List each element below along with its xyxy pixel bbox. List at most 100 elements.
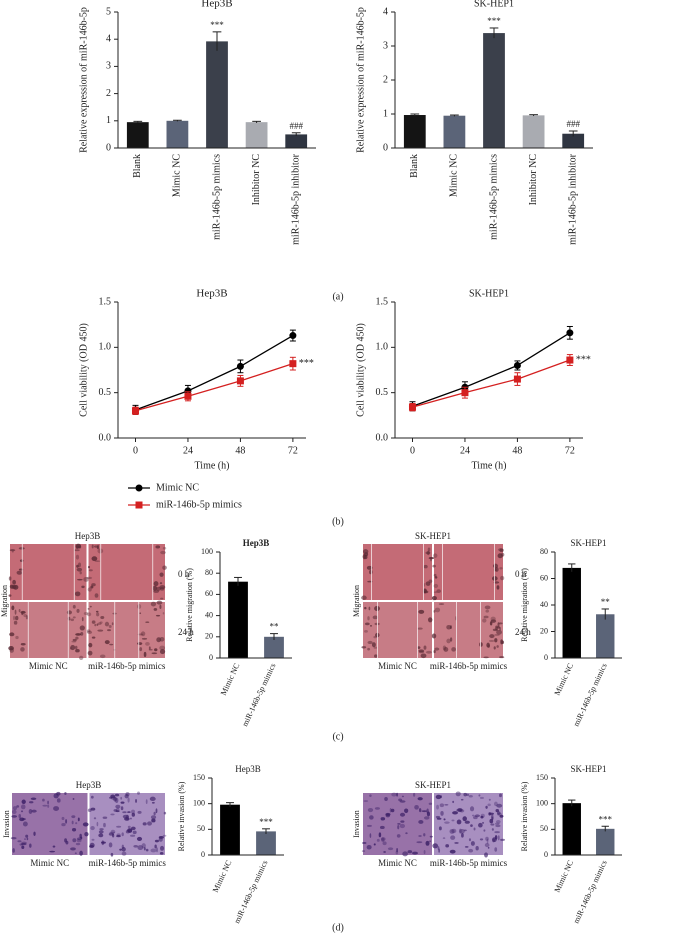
panel-label: (a) [332, 291, 343, 302]
cell [8, 576, 12, 581]
cell [42, 804, 48, 807]
y-axis-label: Cell viability (OD 450) [355, 323, 366, 417]
cell [19, 843, 23, 846]
y-tick-label: 0 [201, 850, 205, 859]
cell [369, 794, 372, 798]
cell [479, 642, 483, 647]
cell [374, 654, 378, 658]
cell [87, 650, 93, 656]
image-column-label: Mimic NC [378, 858, 417, 868]
cell [47, 804, 50, 808]
micrograph [88, 544, 165, 600]
cell [485, 609, 489, 613]
cell [498, 622, 503, 625]
cell [491, 828, 494, 831]
cell [97, 629, 104, 632]
cell [87, 565, 90, 569]
cell [418, 820, 424, 824]
cell [500, 552, 505, 557]
cell [99, 828, 104, 831]
bar [596, 614, 615, 658]
cell [76, 608, 80, 613]
x-tick-label: 0 [133, 445, 138, 456]
cell [473, 816, 478, 820]
micrograph [434, 544, 503, 600]
cell [484, 843, 490, 848]
cell [86, 576, 93, 580]
cell [433, 553, 438, 558]
cell [83, 576, 89, 582]
y-tick-label: 1 [383, 108, 388, 119]
image-title: Hep3B [76, 780, 102, 790]
cell [75, 842, 81, 846]
y-tick-label: 1.0 [376, 342, 389, 353]
micrograph [10, 544, 87, 600]
cell [79, 625, 85, 631]
cell [366, 844, 372, 850]
cell [162, 834, 167, 837]
cell [451, 819, 455, 822]
marker [408, 403, 416, 411]
cell [469, 806, 475, 812]
cell [21, 810, 24, 813]
cell [412, 851, 418, 855]
cell [367, 647, 371, 651]
y-tick-label: 0.5 [376, 387, 389, 398]
cell [435, 794, 442, 800]
cell [426, 808, 429, 814]
y-tick-label: 60 [205, 589, 213, 598]
cell [18, 813, 22, 819]
cell [497, 811, 501, 815]
y-axis-label: Relative expression of miR-146b-5p [355, 7, 366, 153]
cell [493, 581, 500, 584]
cell [86, 630, 93, 634]
cell [143, 847, 146, 851]
cell [480, 813, 485, 818]
cell [423, 833, 426, 837]
bar [483, 33, 505, 148]
cell [160, 845, 165, 851]
cell [20, 647, 25, 652]
cell [478, 822, 483, 828]
image-title: SK-HEP1 [415, 531, 451, 541]
cell [395, 850, 399, 855]
cell [432, 564, 436, 568]
cell [96, 821, 99, 827]
cell [131, 809, 135, 814]
cell [137, 642, 143, 646]
cell [470, 841, 475, 846]
cell [440, 810, 444, 816]
y-tick-label: 0.5 [99, 387, 112, 398]
cell [499, 814, 504, 818]
cell [79, 655, 84, 660]
cell [485, 836, 489, 841]
cell [454, 842, 459, 844]
cell [463, 829, 467, 832]
cell [451, 647, 456, 652]
significance: ### [566, 119, 580, 129]
cell [66, 610, 72, 615]
cell [376, 838, 380, 842]
cell [11, 605, 15, 611]
cell [479, 796, 484, 799]
cell [75, 822, 78, 825]
cell [421, 810, 428, 813]
bar [264, 636, 284, 658]
cell [499, 548, 504, 553]
cell [432, 843, 439, 849]
cell [159, 637, 165, 642]
significance: ** [270, 622, 280, 632]
cell [499, 567, 503, 570]
image-side-label: Migration [0, 585, 9, 617]
marker [289, 360, 297, 368]
cell [99, 621, 103, 624]
cell [364, 606, 367, 610]
panel-label: (d) [332, 922, 344, 933]
cell [151, 801, 155, 804]
cell [89, 605, 92, 608]
y-tick-label: 0 [544, 653, 548, 662]
cell [74, 549, 80, 552]
cell [493, 646, 496, 650]
cell [130, 817, 132, 820]
cell [401, 795, 405, 798]
